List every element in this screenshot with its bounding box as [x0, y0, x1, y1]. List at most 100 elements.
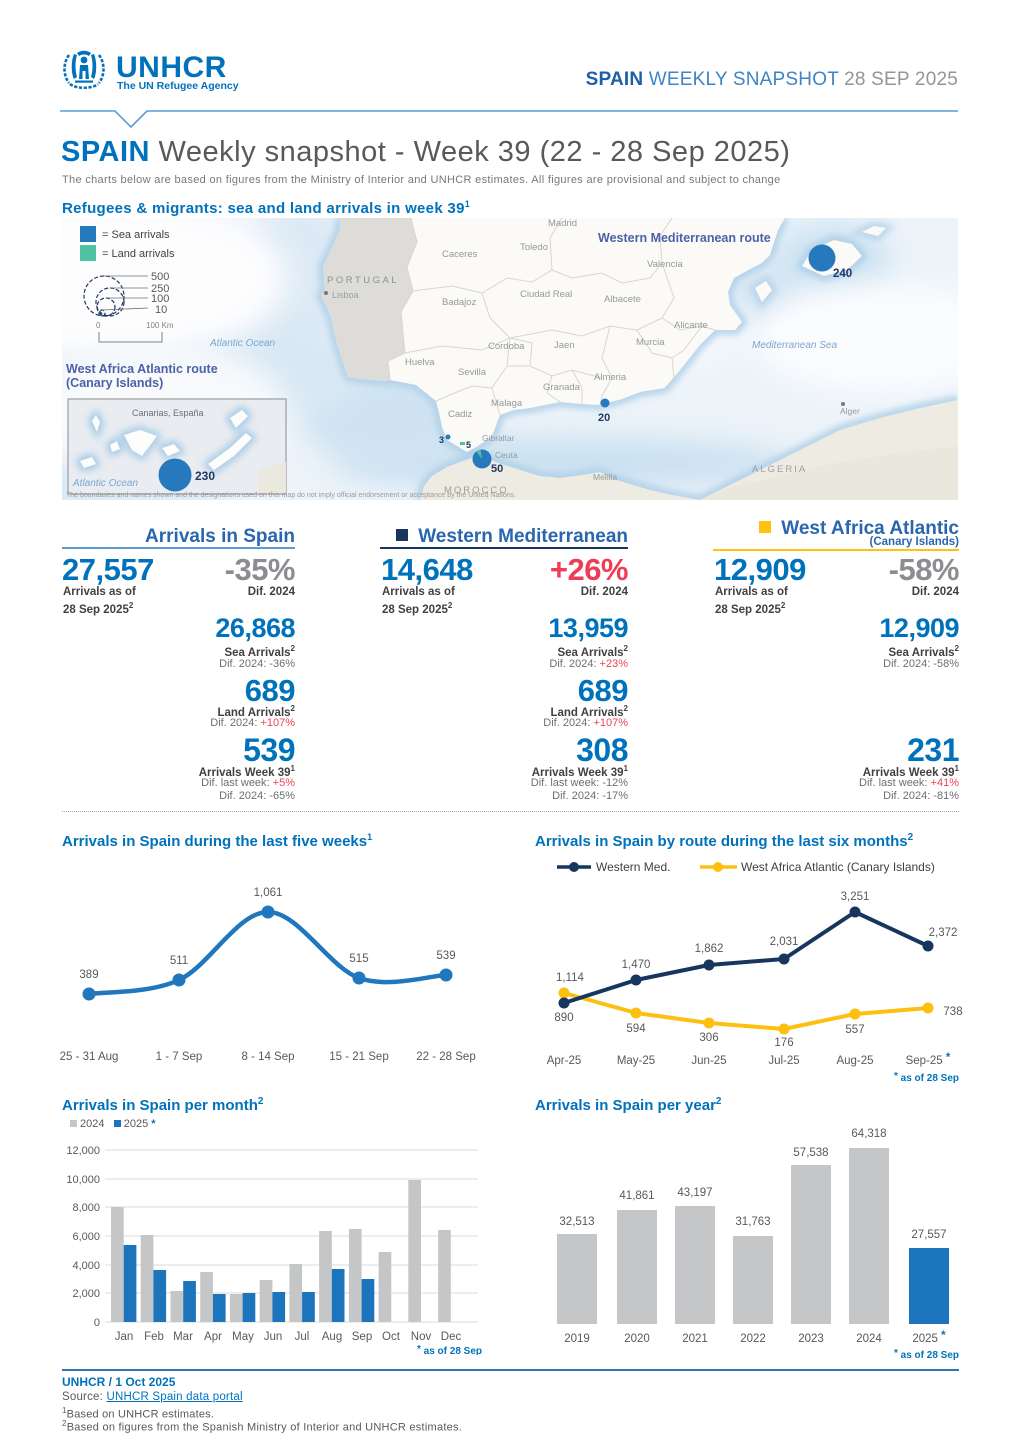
svg-text:The UN Refugee Agency: The UN Refugee Agency — [117, 80, 239, 92]
svg-text:Apr-25: Apr-25 — [547, 1055, 582, 1067]
svg-text:The boundaries and names shown: The boundaries and names shown and the d… — [66, 492, 516, 499]
svg-text:May-25: May-25 — [617, 1055, 655, 1067]
svg-text:2021: 2021 — [682, 1333, 708, 1345]
svg-text:Mar: Mar — [173, 1331, 193, 1343]
svg-text:West Africa Atlantic route: West Africa Atlantic route — [66, 362, 218, 376]
svg-text:41,861: 41,861 — [619, 1190, 654, 1202]
svg-text:32,513: 32,513 — [559, 1216, 594, 1228]
svg-text:43,197: 43,197 — [677, 1187, 712, 1199]
svg-text:100 Km: 100 Km — [146, 321, 174, 330]
svg-text:8,000: 8,000 — [72, 1202, 100, 1214]
svg-text:Sep-25 *: Sep-25 * — [906, 1052, 951, 1067]
svg-text:Ciudad Real: Ciudad Real — [520, 289, 572, 300]
svg-text:Aug: Aug — [322, 1331, 342, 1343]
svg-text:890: 890 — [554, 1012, 573, 1024]
svg-text:250: 250 — [151, 283, 169, 295]
svg-text:50: 50 — [491, 463, 503, 475]
svg-text:8 - 14 Sep: 8 - 14 Sep — [241, 1051, 294, 1063]
svg-text:2,031: 2,031 — [770, 936, 799, 948]
svg-text:15 - 21 Sep: 15 - 21 Sep — [329, 1051, 388, 1063]
svg-text:Mediterranean Sea: Mediterranean Sea — [752, 340, 837, 351]
svg-text:3: 3 — [439, 435, 444, 445]
svg-text:176: 176 — [774, 1037, 793, 1049]
svg-text:594: 594 — [626, 1023, 646, 1035]
svg-text:Sevilla: Sevilla — [458, 367, 487, 378]
svg-text:31,763: 31,763 — [735, 1216, 770, 1228]
svg-text:Western Med.: Western Med. — [596, 860, 670, 874]
svg-text:22 - 28 Sep: 22 - 28 Sep — [416, 1051, 475, 1063]
svg-text:Canarias, España: Canarias, España — [132, 408, 204, 418]
svg-text:557: 557 — [845, 1024, 864, 1036]
svg-text:Atlantic Ocean: Atlantic Ocean — [209, 338, 275, 349]
svg-text:Valencia: Valencia — [647, 259, 683, 270]
svg-text:Gibraltar: Gibraltar — [482, 433, 515, 443]
svg-text:* as of 28 Sep: * as of 28 Sep — [417, 1344, 482, 1355]
svg-text:Atlantic Ocean: Atlantic Ocean — [72, 478, 138, 489]
svg-text:Granada: Granada — [543, 382, 581, 393]
svg-text:240: 240 — [833, 268, 852, 280]
svg-text:Albacete: Albacete — [604, 294, 641, 305]
svg-text:Huelva: Huelva — [405, 357, 435, 368]
svg-text:64,318: 64,318 — [851, 1128, 886, 1140]
svg-text:57,538: 57,538 — [793, 1147, 828, 1159]
svg-text:306: 306 — [699, 1032, 718, 1044]
svg-text:Western Mediterranean route: Western Mediterranean route — [598, 231, 771, 245]
svg-text:May: May — [232, 1331, 254, 1343]
svg-text:PORTUGAL: PORTUGAL — [327, 275, 399, 286]
svg-text:2024: 2024 — [856, 1333, 882, 1345]
svg-text:10: 10 — [155, 304, 167, 316]
svg-text:Feb: Feb — [144, 1331, 164, 1343]
svg-text:1,470: 1,470 — [622, 959, 651, 971]
svg-text:1,862: 1,862 — [695, 943, 724, 955]
svg-text:* as of 28 Sep: * as of 28 Sep — [894, 1071, 959, 1084]
svg-text:2,000: 2,000 — [72, 1288, 100, 1300]
svg-text:Melilla: Melilla — [593, 472, 617, 482]
svg-text:(Canary Islands): (Canary Islands) — [66, 376, 163, 390]
svg-text:Caceres: Caceres — [442, 249, 478, 260]
svg-text:Sep: Sep — [352, 1331, 372, 1343]
svg-text:539: 539 — [436, 950, 455, 962]
svg-text:Murcia: Murcia — [636, 337, 665, 348]
svg-text:Apr: Apr — [204, 1331, 222, 1343]
svg-text:6,000: 6,000 — [72, 1231, 100, 1243]
svg-text:Oct: Oct — [382, 1331, 401, 1343]
svg-text:1 - 7 Sep: 1 - 7 Sep — [156, 1051, 203, 1063]
svg-text:0: 0 — [96, 321, 101, 330]
svg-text:2,372: 2,372 — [929, 927, 958, 939]
svg-text:Badajoz: Badajoz — [442, 297, 477, 308]
svg-text:12,000: 12,000 — [66, 1145, 100, 1157]
svg-text:20: 20 — [598, 412, 610, 424]
svg-text:3,251: 3,251 — [841, 891, 870, 903]
svg-text:Alger: Alger — [840, 406, 860, 416]
svg-text:2020: 2020 — [624, 1333, 650, 1345]
svg-text:100: 100 — [151, 293, 169, 305]
svg-text:2019: 2019 — [564, 1333, 590, 1345]
svg-text:Ceuta: Ceuta — [495, 450, 518, 460]
svg-text:Jun: Jun — [264, 1331, 283, 1343]
svg-text:Cadiz: Cadiz — [448, 409, 473, 420]
svg-text:738: 738 — [943, 1006, 962, 1018]
svg-text:389: 389 — [79, 969, 98, 981]
svg-text:= Land arrivals: = Land arrivals — [102, 248, 175, 260]
svg-text:* as of 28 Sep: * as of 28 Sep — [894, 1348, 959, 1360]
svg-text:MOROCCO: MOROCCO — [444, 485, 509, 496]
svg-text:1,061: 1,061 — [254, 887, 283, 899]
svg-text:Jul-25: Jul-25 — [768, 1055, 799, 1067]
svg-text:515: 515 — [349, 953, 368, 965]
svg-text:1,114: 1,114 — [556, 972, 585, 984]
svg-text:27,557: 27,557 — [911, 1229, 946, 1241]
svg-text:Dec: Dec — [441, 1331, 462, 1343]
svg-text:Madrid: Madrid — [548, 218, 577, 229]
svg-text:0: 0 — [94, 1317, 100, 1329]
svg-text:Toledo: Toledo — [520, 242, 548, 253]
svg-text:2022: 2022 — [740, 1333, 766, 1345]
svg-text:4,000: 4,000 — [72, 1260, 100, 1272]
svg-text:2025 *: 2025 * — [912, 1330, 946, 1345]
svg-text:25 - 31 Aug: 25 - 31 Aug — [60, 1051, 119, 1063]
svg-text:= Sea arrivals: = Sea arrivals — [102, 229, 170, 241]
svg-text:West Africa Atlantic (Canary I: West Africa Atlantic (Canary Islands) — [741, 860, 935, 874]
svg-text:UNHCR: UNHCR — [116, 51, 227, 84]
svg-text:10,000: 10,000 — [66, 1174, 100, 1186]
svg-text:230: 230 — [195, 469, 215, 483]
svg-text:2023: 2023 — [798, 1333, 824, 1345]
